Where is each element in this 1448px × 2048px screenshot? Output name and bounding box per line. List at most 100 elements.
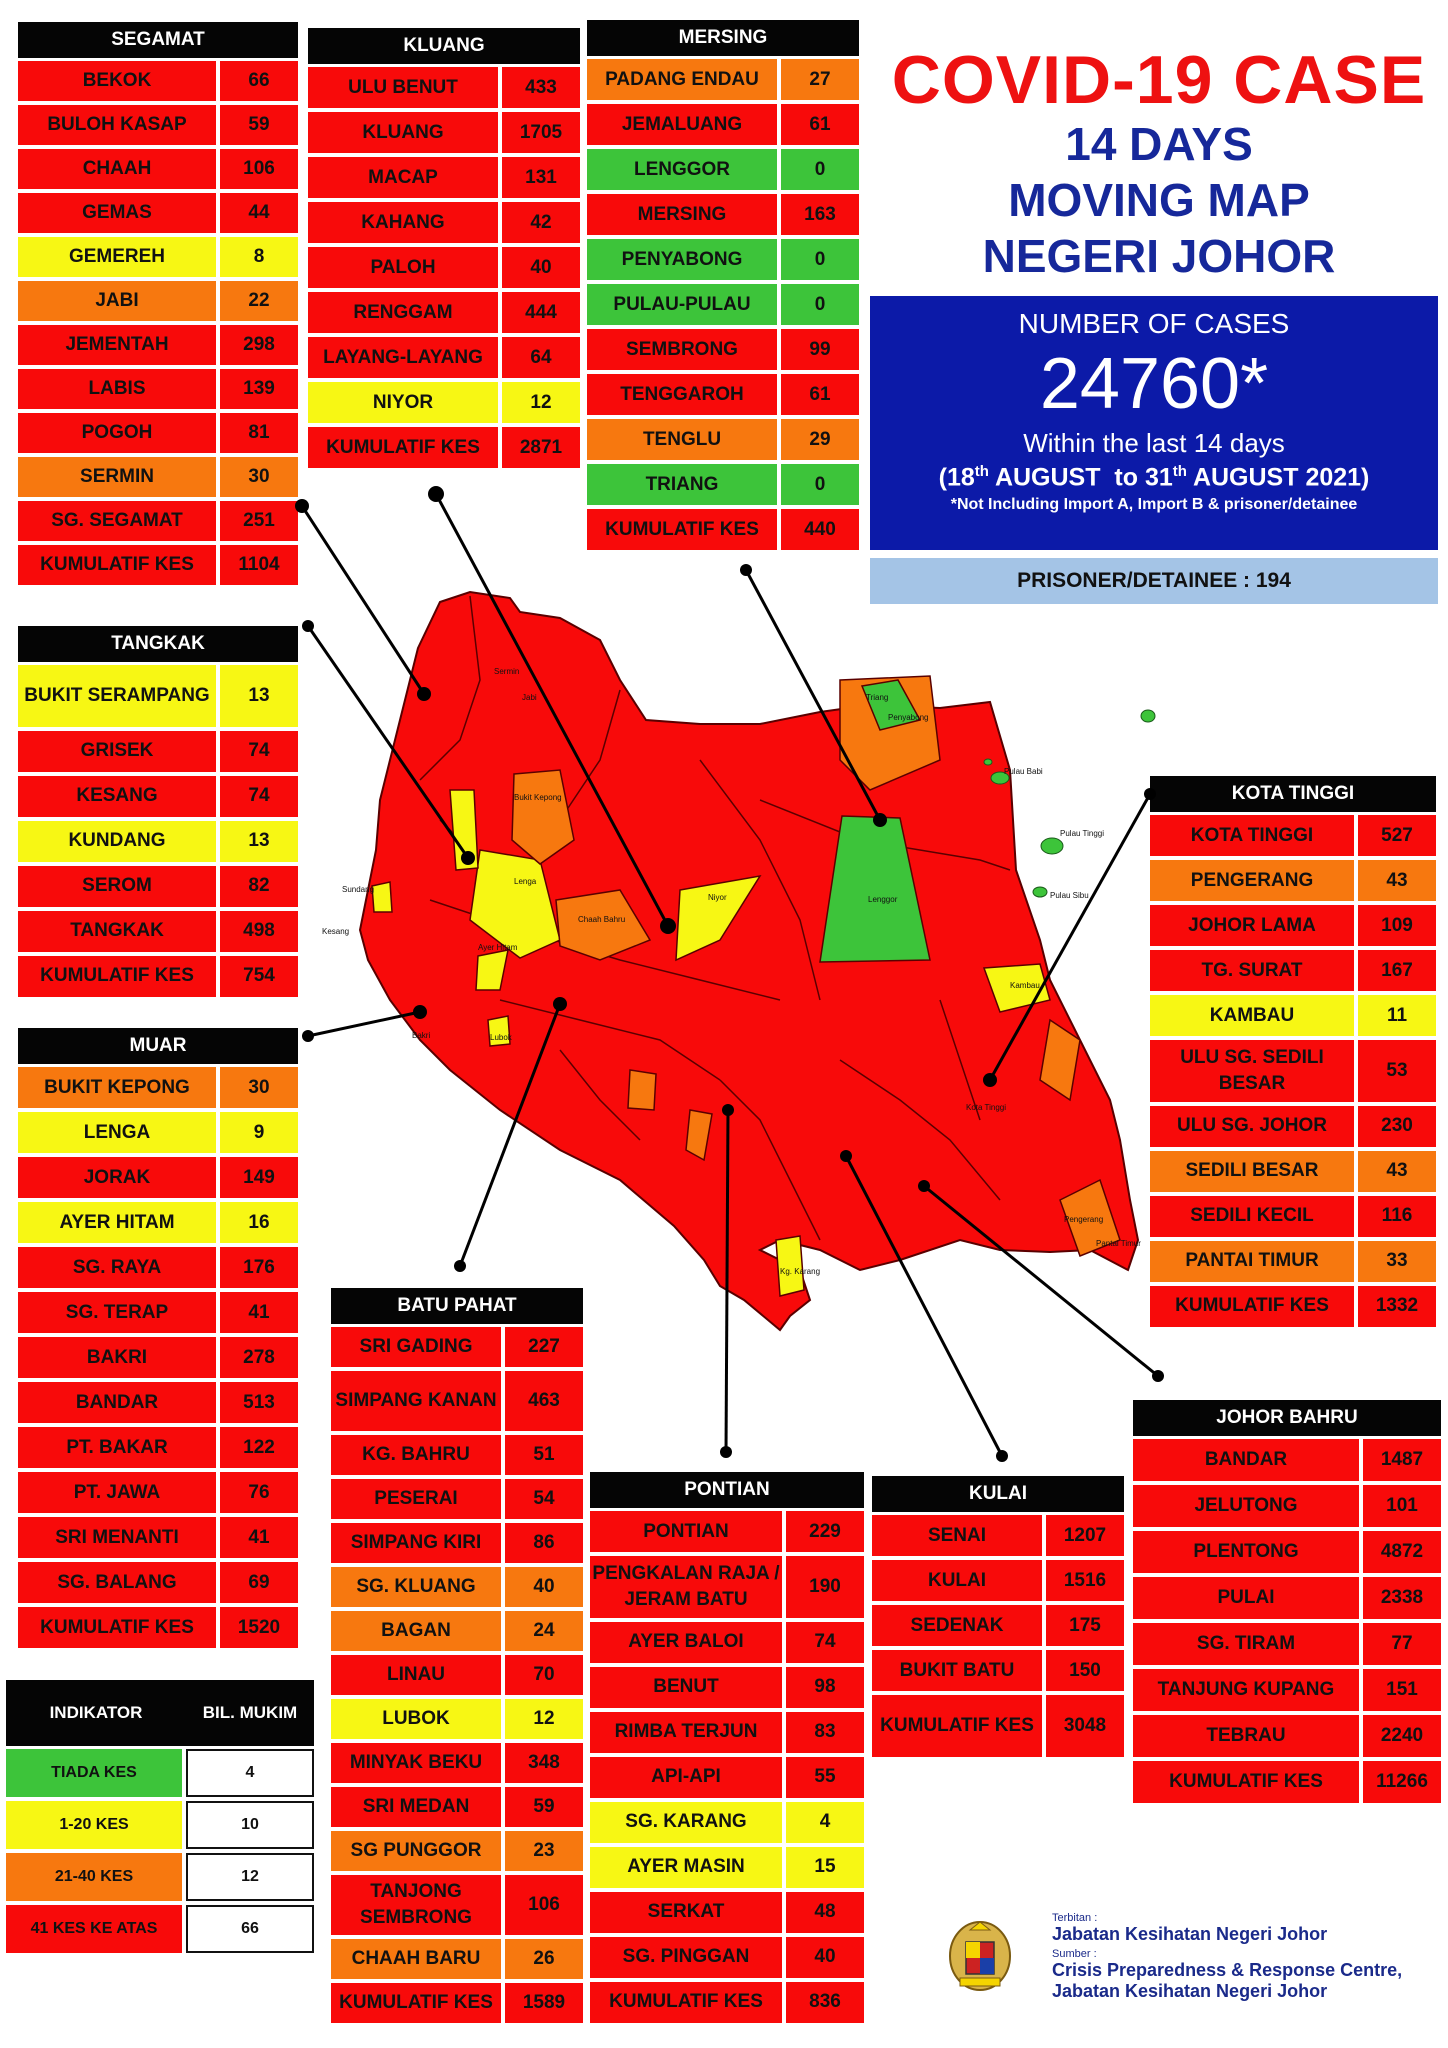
mukim-case-count: 59: [220, 105, 298, 145]
mukim-case-count: 1516: [1046, 1560, 1124, 1601]
mukim-case-count: 251: [220, 501, 298, 541]
table-row: API-API 55: [590, 1756, 864, 1798]
kluang-table: KLUANG ULU BENUT 433 KLUANG 1705 MACAP 131 KAHA…: [308, 28, 580, 472]
district-title: KULAI: [872, 1476, 1124, 1512]
mukim-name: PENGERANG: [1150, 860, 1354, 901]
table-row: JORAK 149: [18, 1157, 298, 1198]
table-row: TENGLU 29: [587, 419, 859, 460]
cases-range: (18th AUGUST to 31th AUGUST 2021): [870, 463, 1438, 492]
mukim-name: BUKIT SERAMPANG: [18, 665, 216, 727]
cases-summary-box: NUMBER OF CASES 24760* Within the last 1…: [870, 296, 1438, 550]
mukim-case-count: 74: [786, 1621, 864, 1663]
mukim-case-count: 139: [220, 369, 298, 409]
table-row: GRISEK 74: [18, 730, 298, 772]
legend-row: 21-40 KES 12: [6, 1853, 314, 1901]
mukim-name: TRIANG: [587, 464, 777, 505]
table-row: PENGKALAN RAJA / JERAM BATU 190: [590, 1556, 864, 1618]
table-row: KUMULATIF KES 3048: [872, 1695, 1124, 1757]
table-row: KAHANG 42: [308, 202, 580, 243]
mukim-case-count: 9: [220, 1112, 298, 1153]
table-row: KUMULATIF KES 440: [587, 509, 859, 550]
map-label: Pengerang: [1064, 1215, 1103, 1224]
mukim-case-count: 11: [1358, 995, 1436, 1036]
map-label: Jabi: [522, 693, 537, 702]
mukim-name: JABI: [18, 281, 216, 321]
table-row: LINAU 70: [331, 1655, 583, 1695]
area-pengerang: [1059, 1178, 1121, 1257]
legend-header-indicator: INDIKATOR: [49, 1703, 143, 1722]
mukim-name: KUMULATIF KES: [18, 1607, 216, 1648]
table-row: SEMBRONG 99: [587, 329, 859, 370]
mukim-case-count: 0: [781, 149, 859, 190]
mukim-case-count: 278: [220, 1337, 298, 1378]
area-bagan: [685, 1109, 713, 1162]
mukim-name: LAYANG-LAYANG: [308, 337, 498, 378]
mukim-name: KOTA TINGGI: [1150, 815, 1354, 856]
district-title: JOHOR BAHRU: [1133, 1400, 1441, 1436]
table-row: SG. RAYA 176: [18, 1247, 298, 1288]
table-row: SG. KARANG 4: [590, 1801, 864, 1843]
table-row: AYER BALOI 74: [590, 1621, 864, 1663]
mukim-name: BUKIT BATU: [872, 1650, 1042, 1691]
legend-count: 10: [186, 1801, 314, 1849]
mukim-case-count: 106: [505, 1875, 583, 1935]
mukim-name: GEMEREH: [18, 237, 216, 277]
table-row: BANDAR 1487: [1133, 1439, 1441, 1481]
table-row: KUMULATIF KES 2871: [308, 427, 580, 468]
table-row: PALOH 40: [308, 247, 580, 288]
map-label: Lenga: [514, 877, 537, 886]
mukim-name: RIMBA TERJUN: [590, 1711, 782, 1753]
mukim-name: TANGKAK: [18, 910, 216, 952]
mukim-name: KUMULATIF KES: [1150, 1285, 1354, 1327]
mukim-name: KAMBAU: [1150, 995, 1354, 1036]
table-row: BAGAN 24: [331, 1611, 583, 1651]
mukim-name: SG. RAYA: [18, 1247, 216, 1288]
mukim-case-count: 23: [505, 1831, 583, 1871]
range-end-day: 31: [1144, 463, 1173, 492]
mukim-name: ULU SG. JOHOR: [1150, 1105, 1354, 1147]
table-row: SG. KLUANG 40: [331, 1567, 583, 1607]
johor-bahru-table: JOHOR BAHRU BANDAR 1487 JELUTONG 101 PLENTONG…: [1133, 1400, 1441, 1807]
table-row: AYER MASIN 15: [590, 1846, 864, 1888]
mukim-name: BANDAR: [1133, 1439, 1359, 1481]
table-row: BULOH KASAP 59: [18, 105, 298, 145]
area-ayer-hitam: [475, 949, 509, 991]
district-title: MERSING: [587, 20, 859, 56]
table-row: LUBOK 12: [331, 1699, 583, 1739]
cases-note: *Not Including Import A, Import B & pris…: [950, 496, 1358, 514]
mukim-name: JEMENTAH: [18, 325, 216, 365]
mukim-name: SERMIN: [18, 457, 216, 497]
mukim-case-count: 1705: [502, 112, 580, 153]
table-row: AYER HITAM 16: [18, 1202, 298, 1243]
map-label: Triang: [866, 693, 888, 702]
table-row: SEDILI BESAR 43: [1150, 1150, 1436, 1192]
table-row: SEROM 82: [18, 865, 298, 907]
mukim-case-count: 48: [786, 1891, 864, 1933]
table-row: SRI MEDAN 59: [331, 1787, 583, 1827]
mukim-case-count: 41: [220, 1517, 298, 1558]
mukim-name: KUMULATIF KES: [590, 1981, 782, 2023]
table-row: MERSING 163: [587, 194, 859, 235]
table-row: SENAI 1207: [872, 1515, 1124, 1556]
legend-count: 66: [186, 1905, 314, 1953]
mukim-name: LUBOK: [331, 1699, 501, 1739]
district-title: PONTIAN: [590, 1472, 864, 1508]
table-row: SERMIN 30: [18, 457, 298, 497]
table-row: LABIS 139: [18, 369, 298, 409]
mukim-case-count: 29: [781, 419, 859, 460]
mukim-case-count: 40: [505, 1567, 583, 1607]
mukim-case-count: 1487: [1363, 1439, 1441, 1481]
mukim-case-count: 116: [1358, 1195, 1436, 1237]
mukim-name: SRI MEDAN: [331, 1787, 501, 1827]
table-row: NIYOR 12: [308, 382, 580, 423]
mukim-name: TANJONG SEMBRONG: [331, 1875, 501, 1935]
area-sedili-besar: [1039, 1018, 1081, 1102]
table-row: CHAAH BARU 26: [331, 1939, 583, 1979]
mukim-name: JEMALUANG: [587, 104, 777, 145]
mukim-case-count: 4872: [1363, 1531, 1441, 1573]
mukim-case-count: 836: [786, 1981, 864, 2023]
mukim-case-count: 1104: [220, 545, 298, 585]
mukim-name: KUMULATIF KES: [331, 1983, 501, 2023]
district-title: SEGAMAT: [18, 22, 298, 58]
segamat-table: SEGAMAT BEKOK 66 BULOH KASAP 59 CHAAH 106 GEMAS…: [18, 22, 298, 589]
